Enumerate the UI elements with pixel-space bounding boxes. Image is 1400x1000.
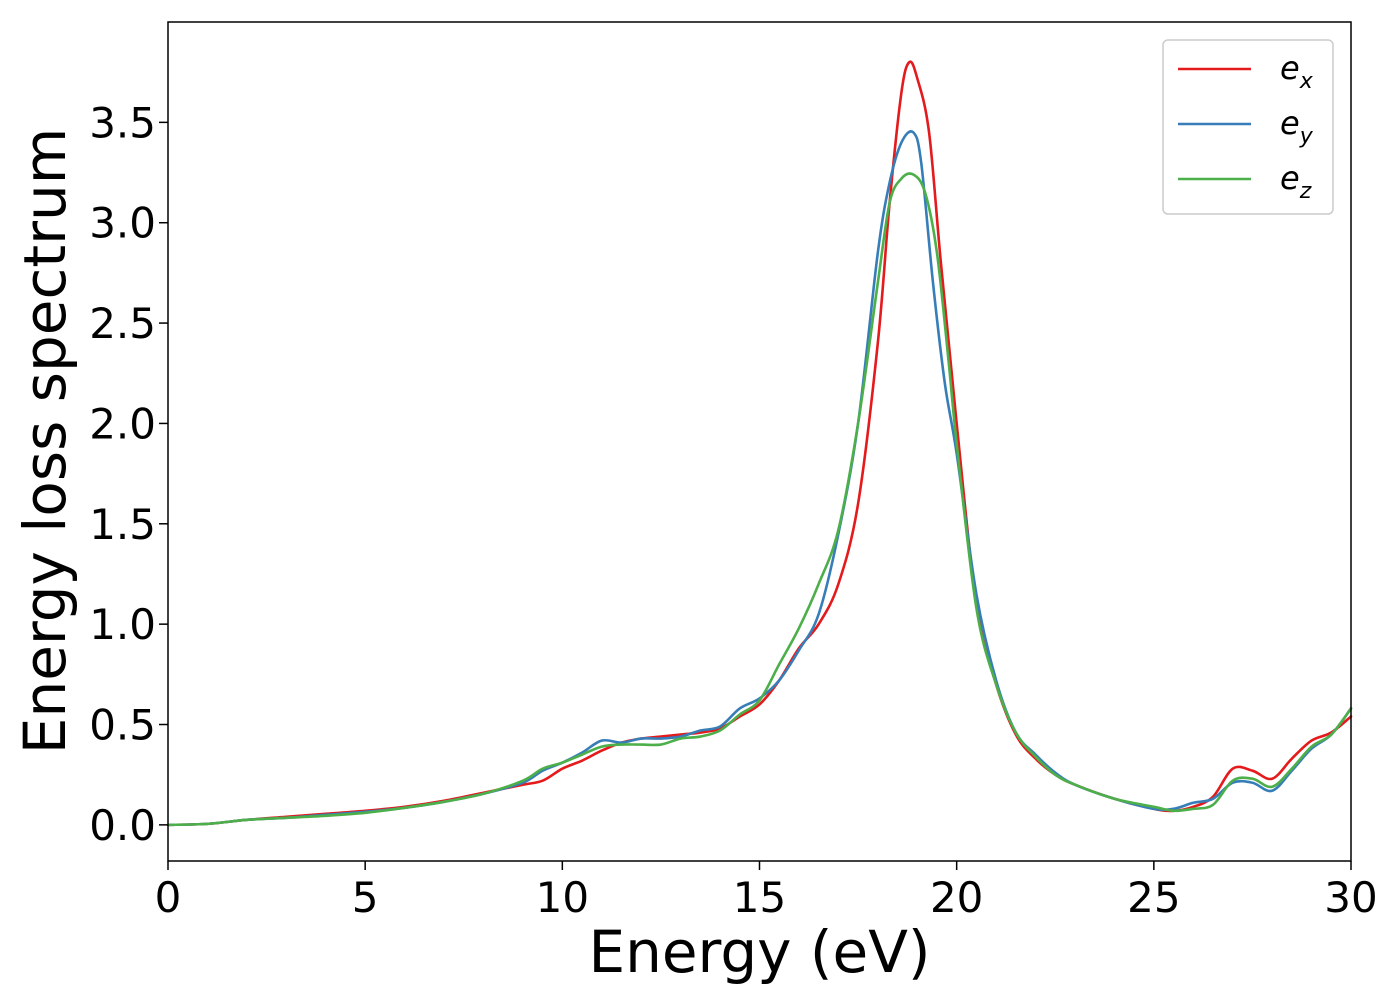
y-tick-label: 3.0 [89,199,156,248]
y-tick-label: 0.5 [89,701,156,750]
x-tick-label: 25 [1127,873,1180,922]
series-line-e-y [166,130,1353,827]
legend-label-subscript: z [1299,179,1312,204]
y-tick-label: 0.0 [89,801,156,850]
legend-box [1162,39,1334,215]
x-tick-label: 0 [155,873,182,922]
legend-label-base: e [1280,104,1300,142]
plot-area [168,22,1351,861]
y-tick-label: 1.0 [89,600,156,649]
y-tick-label: 1.5 [89,500,156,549]
x-tick-label: 30 [1324,873,1377,922]
y-axis-title: Energy loss spectrum [11,128,79,754]
legend-label-base: e [1280,159,1300,197]
legend-label-base: e [1280,49,1300,87]
y-axis: 0.0 0.5 1.0 1.5 2.0 2.5 3.0 3.5 [89,98,168,850]
legend-label-subscript: x [1299,69,1314,94]
x-tick-label: 10 [536,873,589,922]
series-line-e-z [166,172,1353,827]
legend-label-e-z: ez [1280,159,1312,204]
legend-label-e-y: ey [1280,104,1314,149]
x-tick-label: 15 [733,873,786,922]
x-axis: 0 5 10 15 20 25 30 [155,861,1378,922]
y-tick-label: 2.5 [89,299,156,348]
legend-label-subscript: y [1299,124,1314,149]
series-layer [166,60,1353,827]
y-tick-label: 3.5 [89,98,156,147]
x-tick-label: 5 [352,873,379,922]
x-axis-title: Energy (eV) [588,918,930,986]
legend-label-e-x: ex [1280,49,1314,94]
x-tick-label: 20 [930,873,983,922]
y-tick-label: 2.0 [89,399,156,448]
